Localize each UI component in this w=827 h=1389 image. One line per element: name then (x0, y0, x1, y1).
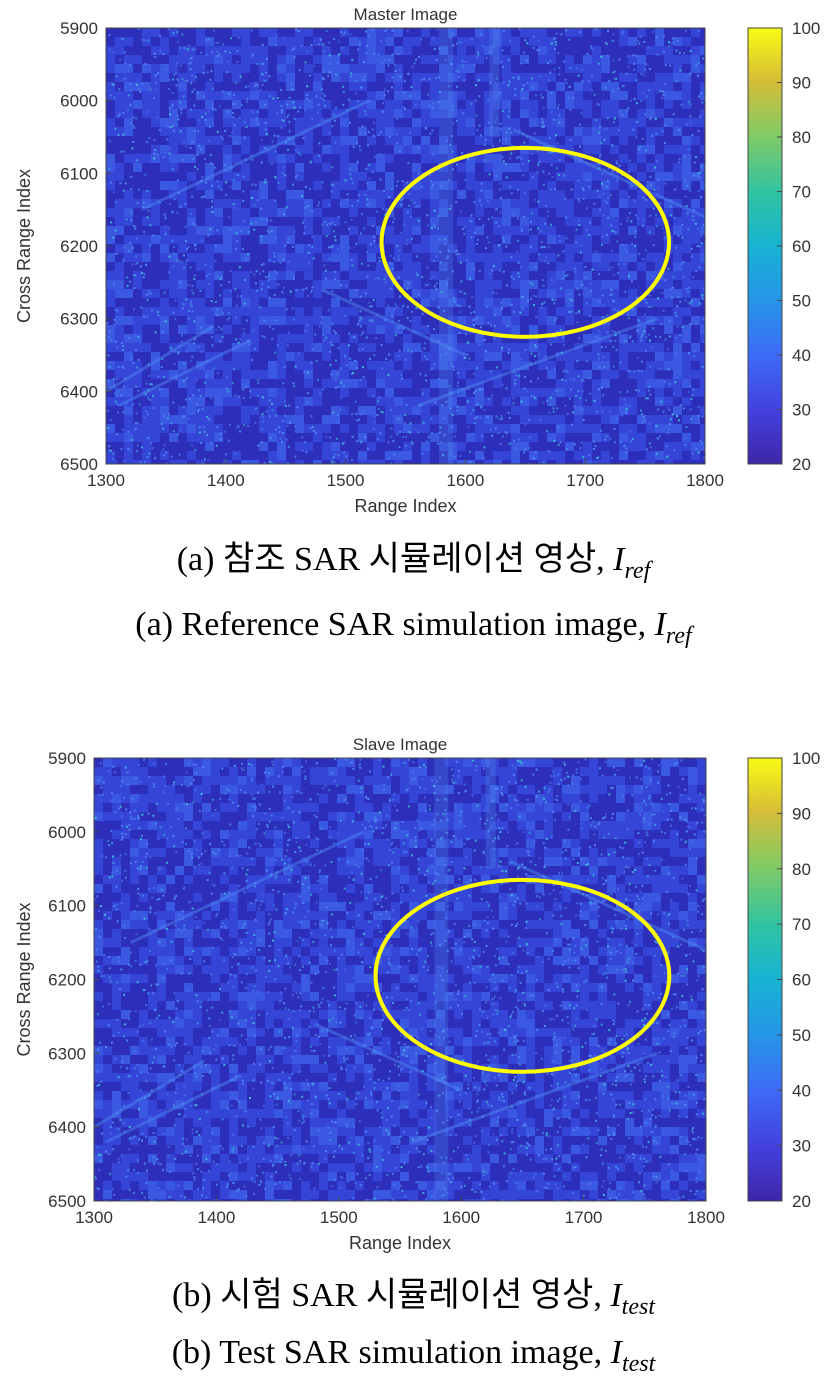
chart-title: Slave Image (353, 735, 448, 754)
y-axis-label: Cross Range Index (14, 169, 34, 323)
colorbar-tick-label: 60 (792, 971, 811, 990)
x-tick-label: 1600 (446, 471, 484, 490)
x-tick-label: 1400 (207, 471, 245, 490)
x-tick-label: 1400 (197, 1208, 235, 1227)
y-tick-label: 6200 (48, 971, 86, 990)
chart-title: Master Image (354, 5, 458, 24)
caption-english: (b) Test SAR simulation image, Itest (171, 1334, 656, 1377)
caption-english: (a) Reference SAR simulation image, Iref (135, 606, 692, 649)
colorbar-tick-label: 80 (792, 860, 811, 879)
x-tick-label: 1300 (75, 1208, 113, 1227)
colorbar-tick-label: 90 (792, 74, 811, 93)
colorbar-tick-label: 30 (792, 401, 811, 420)
caption-korean: (b) 시험 SAR 시뮬레이션 영상, Itest (172, 1277, 655, 1320)
colorbar-tick-label: 50 (792, 1026, 811, 1045)
y-tick-label: 6500 (48, 1192, 86, 1211)
x-tick-label: 1500 (320, 1208, 358, 1227)
x-axis-label: Range Index (354, 496, 456, 516)
x-tick-label: 1700 (565, 1208, 603, 1227)
y-tick-label: 6100 (48, 897, 86, 916)
colorbar-tick-label: 100 (792, 19, 820, 38)
colorbar-tick-label: 50 (792, 292, 811, 311)
y-tick-label: 6300 (60, 310, 98, 329)
highlight-ellipse (379, 145, 672, 339)
colorbar-tick-label: 90 (792, 804, 811, 823)
x-axis-label: Range Index (349, 1233, 451, 1253)
y-tick-label: 5900 (60, 19, 98, 38)
colorbar-tick-label: 70 (792, 915, 811, 934)
y-tick-label: 6500 (60, 455, 98, 474)
highlight-ellipse (373, 877, 672, 1074)
figure-b: Slave Image 1300 1400 1500 1600 1700 1800 5900 6… (0, 728, 827, 1389)
x-tick-label: 1600 (442, 1208, 480, 1227)
colorbar-tick-label: 20 (792, 1192, 811, 1211)
x-tick-label: 1300 (87, 471, 125, 490)
y-axis-label: Cross Range Index (14, 902, 34, 1056)
y-tick-label: 5900 (48, 749, 86, 768)
caption-korean: (a) 참조 SAR 시뮬레이션 영상, Iref (176, 541, 651, 584)
colorbar (747, 27, 783, 465)
x-tick-label: 1700 (566, 471, 604, 490)
x-tick-label: 1800 (686, 471, 724, 490)
figure-a: Master Image 1300 1400 1500 1600 1700 1800 5900… (0, 0, 827, 680)
sar-image (106, 28, 705, 464)
colorbar-tick-label: 100 (792, 749, 820, 768)
y-tick-label: 6400 (60, 382, 98, 401)
x-tick-label: 1800 (687, 1208, 725, 1227)
colorbar-tick-label: 20 (792, 455, 811, 474)
chart-slave-image: Slave Image 1300 1400 1500 1600 1700 1800 5900 6… (14, 735, 820, 1253)
y-tick-label: 6300 (48, 1044, 86, 1063)
colorbar-tick-label: 40 (792, 346, 811, 365)
x-tick-label: 1500 (327, 471, 365, 490)
y-tick-label: 6100 (60, 164, 98, 183)
colorbar (747, 757, 783, 1202)
y-tick-label: 6400 (48, 1118, 86, 1137)
y-tick-label: 6000 (48, 823, 86, 842)
colorbar-tick-label: 80 (792, 128, 811, 147)
y-tick-label: 6000 (60, 92, 98, 111)
sar-image (94, 758, 706, 1201)
y-tick-label: 6200 (60, 237, 98, 256)
colorbar-tick-label: 40 (792, 1081, 811, 1100)
chart-master-image: Master Image 1300 1400 1500 1600 1700 1800 5900… (14, 5, 820, 516)
colorbar-tick-label: 30 (792, 1137, 811, 1156)
colorbar-tick-label: 70 (792, 183, 811, 202)
colorbar-tick-label: 60 (792, 237, 811, 256)
